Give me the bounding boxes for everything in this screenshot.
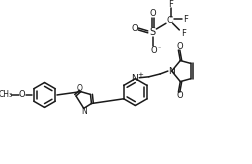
Text: N: N (81, 107, 87, 116)
Text: O: O (176, 91, 183, 100)
Text: F: F (168, 0, 173, 9)
Text: S: S (149, 27, 156, 37)
Text: F: F (184, 15, 188, 24)
Text: N: N (168, 67, 175, 76)
Text: O: O (176, 42, 183, 51)
Text: O: O (131, 24, 138, 33)
Text: +: + (137, 72, 143, 78)
Text: ⁻: ⁻ (158, 48, 161, 52)
Text: O: O (18, 91, 25, 100)
Text: F: F (181, 29, 185, 38)
Text: C: C (167, 16, 173, 25)
Text: O: O (149, 9, 156, 18)
Text: O: O (77, 84, 83, 93)
Text: CH₃: CH₃ (0, 91, 12, 100)
Text: O: O (150, 46, 157, 55)
Text: N: N (131, 74, 138, 83)
